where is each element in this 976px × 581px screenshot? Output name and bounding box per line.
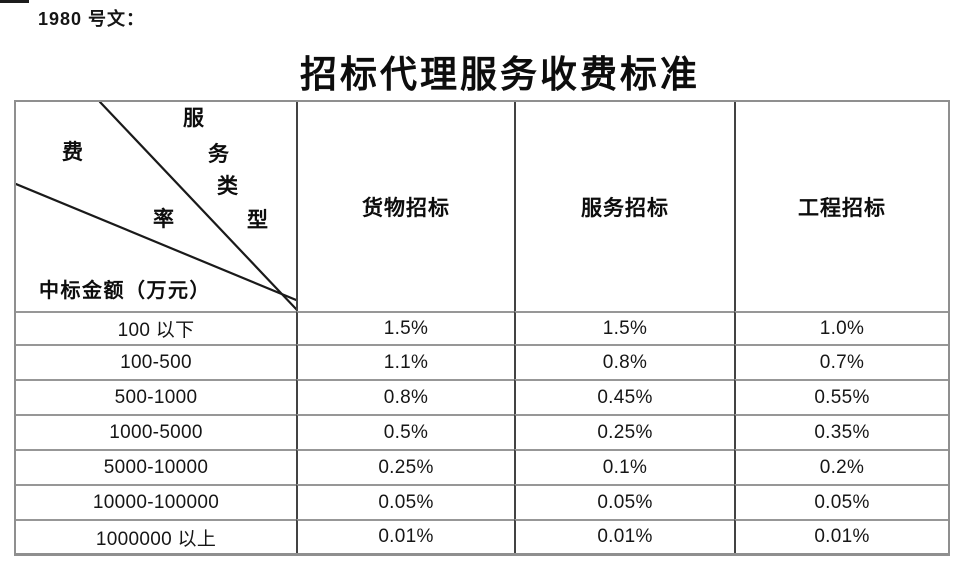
- table-cell: 0.01%: [734, 519, 948, 553]
- diagonal-header-cell: 服 务 类 型 费 率 中标金额（万元）: [16, 102, 296, 311]
- row-label-cell: 1000-5000: [16, 414, 296, 449]
- service-type-char-1: 服: [183, 106, 204, 130]
- table-cell: 0.8%: [514, 344, 734, 379]
- table-cell: 0.25%: [296, 449, 514, 484]
- row-label-cell: 10000-100000: [16, 484, 296, 519]
- service-type-char-2: 务: [208, 142, 229, 166]
- doc-reference-number: 1980 号文：: [38, 9, 146, 29]
- table-cell: 0.01%: [296, 519, 514, 553]
- table-cell: 0.2%: [734, 449, 948, 484]
- row-label-cell: 5000-10000: [16, 449, 296, 484]
- table-cell: 0.45%: [514, 379, 734, 414]
- row-label-cell: 100-500: [16, 344, 296, 379]
- table-cell: 0.1%: [514, 449, 734, 484]
- table-cell: 1.0%: [734, 311, 948, 344]
- service-type-char-4: 型: [247, 208, 268, 232]
- row-label-cell: 100 以下: [16, 311, 296, 344]
- rate-char-1: 费: [62, 140, 83, 164]
- table-cell: 0.7%: [734, 344, 948, 379]
- service-type-char-3: 类: [217, 174, 238, 198]
- table-cell: 1.1%: [296, 344, 514, 379]
- rate-char-2: 率: [153, 207, 174, 231]
- row-label-cell: 500-1000: [16, 379, 296, 414]
- table-cell: 0.5%: [296, 414, 514, 449]
- page-corner-mark: [0, 0, 29, 3]
- diagonal-split-lines: [16, 102, 296, 311]
- table-cell: 1.5%: [296, 311, 514, 344]
- column-header-goods: 货物招标: [296, 102, 514, 311]
- table-cell: 0.25%: [514, 414, 734, 449]
- page-title: 招标代理服务收费标准: [300, 55, 700, 96]
- table-cell: 0.05%: [734, 484, 948, 519]
- column-header-engineering: 工程招标: [734, 102, 948, 311]
- table-cell: 0.05%: [296, 484, 514, 519]
- table-cell: 0.05%: [514, 484, 734, 519]
- column-header-service: 服务招标: [514, 102, 734, 311]
- table-cell: 0.55%: [734, 379, 948, 414]
- table-cell: 0.35%: [734, 414, 948, 449]
- bid-amount-axis-label: 中标金额（万元）: [39, 280, 211, 302]
- fee-standard-table: 服 务 类 型 费 率 中标金额（万元） 货物招标 服务招标 工程招标 100 …: [14, 100, 950, 556]
- row-label-cell: 1000000 以上: [16, 519, 296, 553]
- table-cell: 0.8%: [296, 379, 514, 414]
- table-cell: 1.5%: [514, 311, 734, 344]
- table-cell: 0.01%: [514, 519, 734, 553]
